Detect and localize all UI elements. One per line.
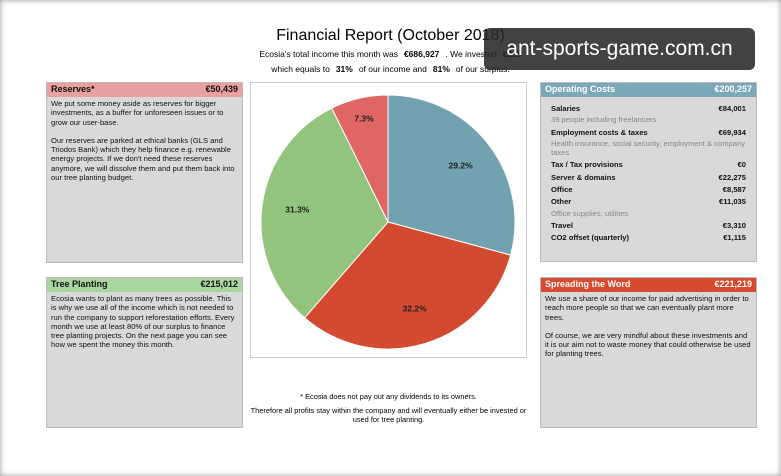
pie-slice — [387, 94, 516, 256]
cost-value: €22,275 — [718, 172, 746, 182]
footer-line: Therefore all profits stay within the co… — [250, 405, 527, 425]
cost-value: €8,587 — [722, 185, 746, 195]
cost-label: Other — [551, 197, 572, 207]
cost-note: Health insurance, social security, emplo… — [551, 138, 746, 158]
tree-planting-box: Tree Planting €215,012 Ecosia wants to pl… — [46, 277, 243, 428]
box-header: Reserves* €50,439 — [47, 83, 242, 97]
box-header: Tree Planting €215,012 — [47, 278, 242, 292]
slice-label: 7.3% — [354, 114, 374, 124]
cost-row: Salaries €84,001 — [551, 104, 746, 113]
summary-part: . We invested — [445, 49, 497, 59]
summary-part: Ecosia's total income this month was — [259, 49, 398, 59]
box-amount: €215,012 — [200, 279, 238, 290]
slice-label: 31.3% — [285, 205, 310, 215]
cost-label: Tax / Tax provisions — [551, 160, 623, 170]
box-amount: €221,219 — [714, 279, 752, 290]
pie-slice — [260, 107, 389, 319]
pie-slice — [303, 221, 512, 350]
cost-value: €11,035 — [718, 197, 746, 207]
cost-value: €3,310 — [722, 220, 746, 230]
title: Financial Report (October 2018) — [276, 27, 505, 44]
pie-chart: 29.2% 32.2% 31.3% 7.3% — [250, 82, 527, 358]
box-title: Operating Costs — [545, 84, 616, 95]
cost-label: Employment costs & taxes — [551, 127, 648, 137]
summary-part: of our surplus. — [455, 64, 510, 74]
cost-row: Tax / Tax provisions €0 — [551, 160, 746, 169]
paragraph: Of course, we are very mindful about the… — [545, 330, 751, 359]
cost-row: Employment costs & taxes €69,934 — [551, 128, 746, 137]
cost-row: Travel €3,310 — [551, 221, 746, 230]
box-title: Tree Planting — [51, 279, 108, 290]
summary-part: 81% — [432, 64, 450, 74]
paragraph: We put some money aside as reserves for … — [51, 99, 224, 127]
cost-row: Other €11,035 — [551, 197, 746, 206]
paragraph: Ecosia wants to plant as many trees as p… — [51, 294, 235, 350]
cost-row: Office €8,587 — [551, 185, 746, 194]
box-title: Reserves* — [51, 84, 95, 95]
cost-row: Server & domains €22,275 — [551, 173, 746, 182]
cost-label: CO2 offset (quarterly) — [551, 233, 630, 243]
paragraph: Our reserves are parked at ethical banks… — [51, 135, 235, 183]
footer: * Ecosia does not pay out any dividends … — [250, 392, 527, 429]
reserves-box: Reserves* €50,439 We put some money aside… — [46, 82, 243, 263]
watermark: ant-sports-game.com.cn — [484, 28, 755, 70]
box-amount: €200,257 — [714, 84, 752, 95]
summary-part: of our income and — [358, 64, 427, 74]
slice-label: 32.2% — [403, 304, 428, 314]
cost-label: Travel — [551, 220, 573, 230]
cost-value: €84,001 — [718, 104, 746, 113]
cost-value: €1,115 — [723, 233, 746, 243]
box-header: Operating Costs €200,257 — [541, 83, 756, 97]
paragraph: We use a share of our income for paid ad… — [545, 294, 749, 322]
cost-row: CO2 offset (quarterly) €1,115 — [551, 233, 746, 242]
box-amount: €50,439 — [205, 84, 238, 95]
cost-value: €0 — [737, 160, 746, 170]
cost-value: €69,934 — [718, 127, 746, 137]
summary-part: which equals to — [271, 64, 330, 74]
box-title: Spreading the Word — [545, 279, 631, 290]
cost-label: Server & domains — [551, 172, 616, 182]
cost-label: Office — [551, 185, 573, 195]
cost-label: Salaries — [551, 104, 581, 113]
summary-part: 31% — [335, 64, 353, 74]
spreading-box: Spreading the Word €221,219 We use a shar… — [540, 277, 757, 428]
box-header: Spreading the Word €221,219 — [541, 278, 756, 292]
slice-label: 29.2% — [449, 161, 474, 171]
summary-line: which equals to 31% of our income and 81% of… — [0, 64, 781, 74]
operating-costs-box: Operating Costs €200,257 Salaries €84,001 3… — [540, 82, 757, 262]
footer-line: * Ecosia does not pay out any dividends … — [300, 392, 477, 401]
pie-slice — [331, 94, 389, 223]
cost-note: 39 people including freelancers — [551, 115, 657, 125]
summary-part: €686,927 — [403, 49, 440, 59]
cost-note: Office supplies, utilities — [551, 208, 629, 218]
